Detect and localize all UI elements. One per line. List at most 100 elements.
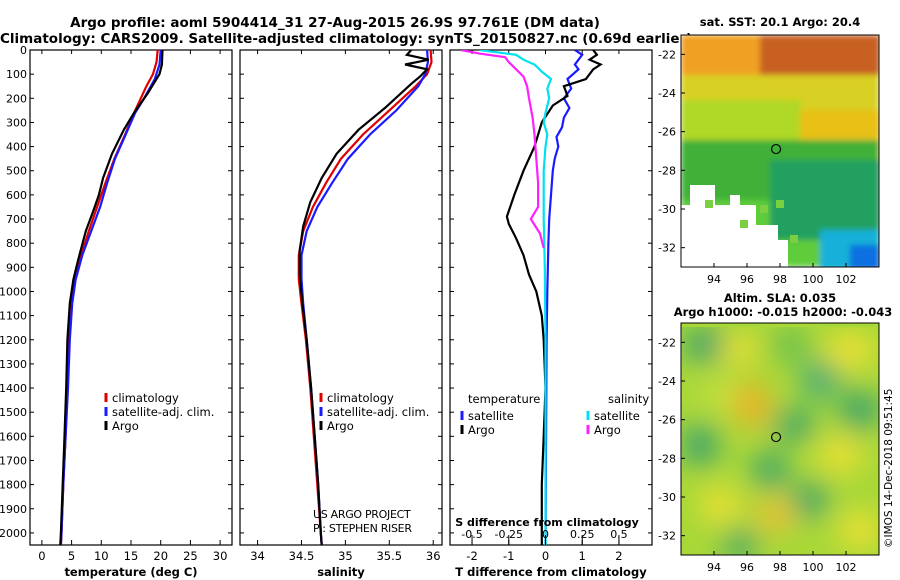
top-x-tick-label: 0.5 [610,528,628,541]
depth-tick-label: 1400 [0,382,27,395]
top-x-tick-label: -0.25 [495,528,523,541]
map-x-tick-label: 100 [803,273,824,286]
x-tick-label: 2 [615,549,622,563]
depth-tick-label: 900 [6,261,27,274]
x-tick-label: 0 [38,549,45,563]
map-y-tick-label: -32 [658,530,676,543]
map-y-tick-label: -24 [658,375,676,388]
depth-tick-label: 1900 [0,503,27,516]
depth-tick-label: 1600 [0,430,27,443]
depth-tick-label: 1200 [0,334,27,347]
series-line [505,50,603,545]
depth-tick-label: 200 [6,92,27,105]
x-axis-label: temperature (deg C) [64,565,197,579]
top-x-tick-label: 0 [542,528,549,541]
series-line [479,50,553,545]
legend-label: satellite-adj. clim. [327,405,429,419]
title-line-2: Climatology: CARS2009. Satellite-adjuste… [0,31,693,47]
legend-title: temperature [468,392,540,406]
sla-map-title: Altim. SLA: 0.035 [723,291,837,305]
depth-tick-label: 700 [6,213,27,226]
series-line [460,50,545,249]
depth-tick-label: 100 [6,68,27,81]
depth-tick-label: 1500 [0,406,27,419]
difference-panel [449,49,653,546]
map-x-tick-label: 98 [773,273,787,286]
series-line [59,50,162,545]
depth-tick-label: 1300 [0,358,27,371]
x-tick-label: 5 [68,549,75,563]
map-x-tick-label: 100 [803,561,824,574]
depth-tick-label: 0 [20,44,27,57]
legend-label: climatology [112,391,179,405]
x-tick-label: 34.5 [289,549,315,563]
map-x-tick-label: 102 [836,561,857,574]
sla-argo-heights: Argo h1000: -0.015 h2000: -0.043 [673,305,893,319]
x-axis-label: salinity [317,565,365,579]
x-tick-label: 25 [183,549,198,563]
depth-tick-label: 1700 [0,454,27,467]
depth-tick-label: 1000 [0,285,27,298]
map-y-tick-label: -30 [658,203,676,216]
profile-location-marker [770,143,782,155]
legend-label: satellite [468,409,514,423]
x-axis-label: T difference from climatology [455,565,647,579]
series-line [59,50,164,545]
sst-map [681,35,879,267]
series-line [59,50,159,545]
map-y-tick-label: -26 [658,126,676,139]
salinity-panel [239,49,443,546]
x-tick-label: -2 [466,549,477,563]
legend-label: Argo [112,419,139,433]
legend-label: Argo [327,419,354,433]
credit-line-2: PI: STEPHEN RISER [313,522,412,535]
series-line [298,50,430,545]
map-x-tick-label: 94 [707,561,721,574]
legend-label: climatology [327,391,394,405]
depth-tick-label: 500 [6,165,27,178]
x-tick-label: 20 [153,549,168,563]
depth-tick-label: 2000 [0,527,27,540]
sst-map-title: sat. SST: 20.1 Argo: 20.4 [699,15,861,29]
credit-line-1: US ARGO PROJECT [313,508,411,521]
x-tick-label: -1 [503,549,514,563]
legend-label: satellite-adj. clim. [112,405,214,419]
top-x-axis-label: S difference from climatology [455,516,639,529]
depth-tick-label: 1100 [0,310,27,323]
map-y-tick-label: -22 [658,48,676,61]
x-tick-label: 36 [426,549,441,563]
depth-tick-label: 600 [6,189,27,202]
x-tick-label: 0 [542,549,549,563]
map-x-tick-label: 96 [740,561,754,574]
legend-label: satellite [594,409,640,423]
x-tick-label: 15 [124,549,139,563]
map-y-tick-label: -32 [658,242,676,255]
map-y-tick-label: -26 [658,414,676,427]
map-x-tick-label: 96 [740,273,754,286]
map-y-tick-label: -28 [658,452,676,465]
x-tick-label: 35.5 [376,549,402,563]
series-line [544,50,584,545]
map-x-tick-label: 102 [836,273,857,286]
top-x-tick-label: -0.5 [461,528,482,541]
map-x-tick-label: 98 [773,561,787,574]
depth-tick-label: 300 [6,116,27,129]
x-tick-label: 10 [94,549,109,563]
depth-tick-label: 1800 [0,479,27,492]
map-y-tick-label: -30 [658,491,676,504]
map-x-tick-label: 94 [707,273,721,286]
x-tick-label: 34 [250,549,265,563]
map-y-tick-label: -28 [658,164,676,177]
top-x-tick-label: 0.25 [570,528,595,541]
x-tick-label: 35 [338,549,353,563]
legend-title: salinity [608,392,649,406]
x-tick-label: 1 [579,549,586,563]
map-y-tick-label: -24 [658,87,676,100]
title-line-1: Argo profile: aoml 5904414_31 27-Aug-201… [70,15,600,31]
depth-tick-label: 400 [6,141,27,154]
x-tick-label: 30 [213,549,228,563]
depth-tick-label: 800 [6,237,27,250]
legend-label: Argo [468,423,495,437]
sla-map [681,323,879,555]
